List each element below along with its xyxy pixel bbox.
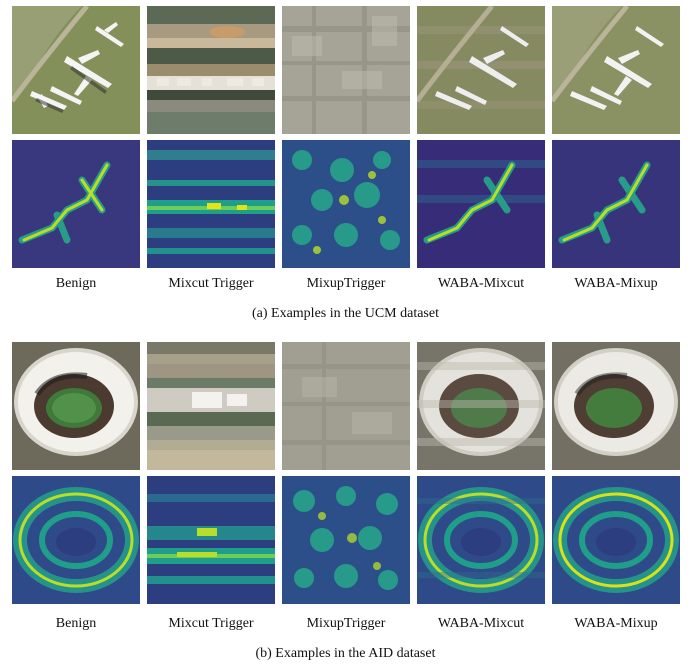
- aid-mixcut-trigger-image: [147, 342, 275, 470]
- column-label: WABA-Mixup: [574, 276, 658, 291]
- aid-benign-heatmap: [12, 476, 140, 604]
- aid-mixcut-trigger-heatmap: [147, 476, 275, 604]
- column-label: Mixcut Trigger: [168, 616, 254, 631]
- column-label: WABA-Mixup: [574, 616, 658, 631]
- ucm-benign-image: [12, 6, 140, 134]
- ucm-mixup-trigger-heatmap: [282, 140, 410, 268]
- aid-column-labels: Benign Mixcut Trigger MixupTrigger WABA-…: [12, 616, 680, 632]
- aid-mixup-trigger-image: [282, 342, 410, 470]
- ucm-waba-mixup-heatmap: [552, 140, 680, 268]
- aid-waba-mixup-image: [552, 342, 680, 470]
- figure-caption-a: (a) Examples in the UCM dataset: [251, 306, 439, 321]
- figure-caption-b: (b) Examples in the AID dataset: [255, 646, 436, 661]
- ucm-mixcut-trigger-image: [147, 6, 275, 134]
- column-label: WABA-Mixcut: [437, 276, 525, 291]
- aid-waba-mixcut-image: [417, 342, 545, 470]
- ucm-waba-mixcut-heatmap: [417, 140, 545, 268]
- aid-waba-mixup-heatmap: [552, 476, 680, 604]
- column-label: MixupTrigger: [306, 276, 386, 291]
- aid-benign-image: [12, 342, 140, 470]
- aid-mixup-trigger-heatmap: [282, 476, 410, 604]
- ucm-mixup-trigger-image: [282, 6, 410, 134]
- column-label: MixupTrigger: [306, 616, 386, 631]
- ucm-mixcut-trigger-heatmap: [147, 140, 275, 268]
- column-label: WABA-Mixcut: [437, 616, 525, 631]
- column-label: Benign: [55, 276, 97, 291]
- ucm-benign-heatmap: [12, 140, 140, 268]
- ucm-column-labels: Benign Mixcut Trigger MixupTrigger WABA-…: [12, 276, 680, 292]
- column-label: Benign: [55, 616, 97, 631]
- ucm-waba-mixcut-image: [417, 6, 545, 134]
- column-label: Mixcut Trigger: [168, 276, 254, 291]
- aid-waba-mixcut-heatmap: [417, 476, 545, 604]
- aid-image-grid: [12, 342, 680, 604]
- ucm-waba-mixup-image: [552, 6, 680, 134]
- ucm-image-grid: [12, 6, 680, 268]
